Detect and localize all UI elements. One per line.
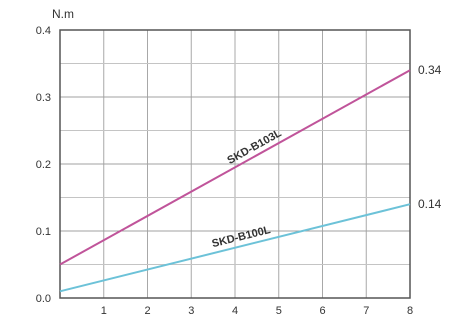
y-tick-label: 0.1 — [36, 226, 51, 238]
y-tick-label: 0.0 — [36, 293, 51, 305]
series-line-skd-b103l — [59, 69, 411, 266]
series-line-skd-b100l — [59, 203, 411, 293]
series-end-value-label: 0.14 — [418, 197, 442, 211]
plot-frame — [59, 29, 411, 299]
x-tick-label: 6 — [319, 305, 325, 317]
y-tick-label: 0.4 — [36, 25, 51, 37]
x-tick-label: 2 — [144, 305, 150, 317]
x-tick-label: 4 — [232, 305, 238, 317]
x-tick-label: 1 — [101, 305, 107, 317]
x-tick-label: 3 — [188, 305, 194, 317]
series-end-value-label: 0.34 — [418, 63, 442, 77]
x-tick-label: 5 — [276, 305, 282, 317]
y-axis-unit-label: N.m — [52, 7, 74, 21]
series-name-label: SKD-B103L — [225, 127, 283, 167]
y-tick-label: 0.3 — [36, 92, 51, 104]
x-tick-label: 8 — [407, 305, 413, 317]
y-tick-label: 0.2 — [36, 159, 51, 171]
x-tick-label: 7 — [363, 305, 369, 317]
chart-ticks: 1 2 3 4 5 6 7 8 0.0 0.1 0.2 0.3 0.4 — [36, 25, 413, 317]
chart-axes — [59, 29, 411, 299]
